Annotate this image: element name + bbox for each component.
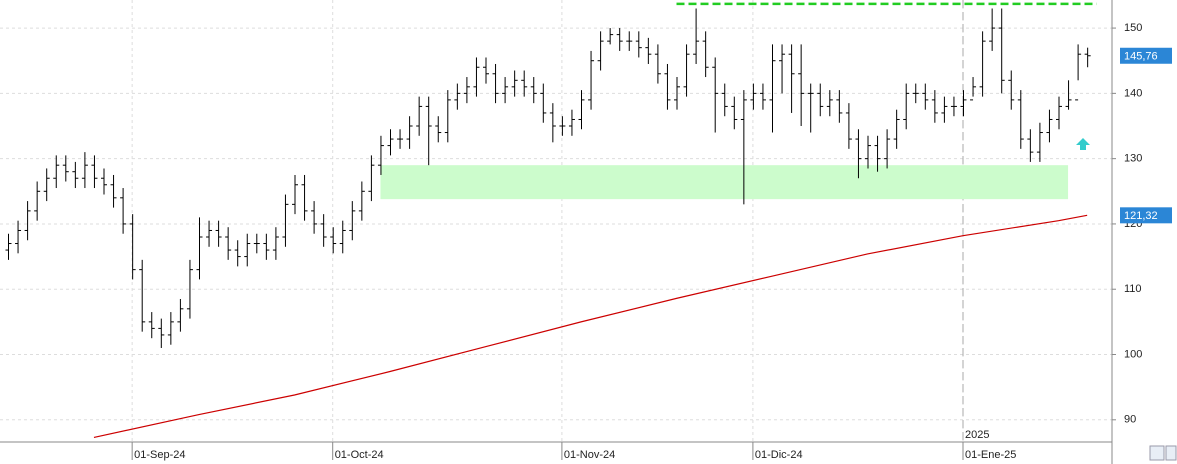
x-tick-label: 01-Nov-24 bbox=[564, 449, 615, 461]
scale-button[interactable] bbox=[1149, 445, 1165, 461]
price-tag-label: 121,32 bbox=[1124, 210, 1158, 222]
price-tag-label: 145,76 bbox=[1124, 51, 1158, 63]
y-tick-label: 130 bbox=[1124, 153, 1142, 165]
x-tick-label: 01-Dic-24 bbox=[755, 449, 803, 461]
y-tick-label: 110 bbox=[1124, 283, 1142, 295]
menu-button[interactable] bbox=[1165, 445, 1177, 461]
up-arrow bbox=[1076, 138, 1090, 150]
y-tick-label: 100 bbox=[1124, 348, 1142, 360]
moving-average-line bbox=[93, 214, 1088, 439]
x-tick-label: 01-Oct-24 bbox=[335, 449, 384, 461]
x-tick-label: 01-Sep-24 bbox=[134, 449, 185, 461]
y-tick-label: 90 bbox=[1124, 414, 1136, 426]
support-zone bbox=[380, 165, 1069, 200]
price-tag bbox=[1120, 207, 1172, 224]
bar-layer bbox=[5, 8, 1091, 348]
y-tick-label: 150 bbox=[1124, 22, 1142, 34]
price-tag bbox=[1120, 47, 1172, 64]
year-label: 2025 bbox=[965, 429, 989, 441]
y-tick-label: 140 bbox=[1124, 87, 1142, 99]
annotation-layer bbox=[93, 2, 1097, 439]
grid-layer bbox=[0, 0, 1112, 442]
x-tick-label: 01-Ene-25 bbox=[965, 449, 1016, 461]
